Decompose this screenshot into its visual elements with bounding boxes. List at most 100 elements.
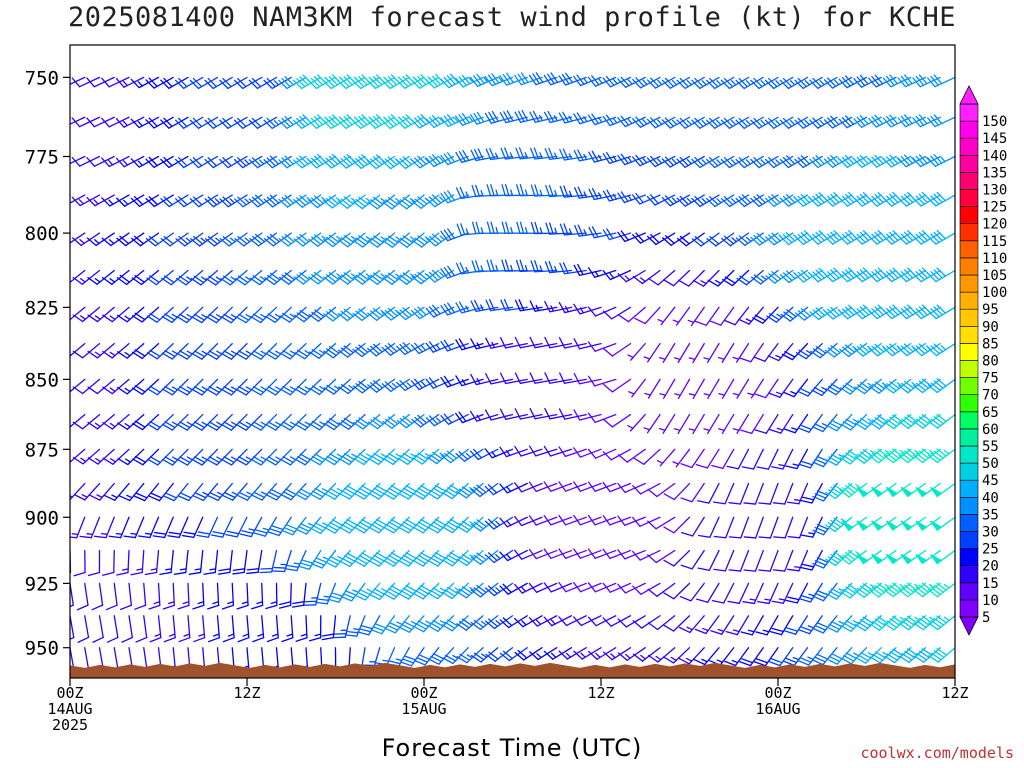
barb-flag [918, 650, 930, 659]
barb-half-flag [468, 116, 474, 123]
wind-barb [118, 482, 145, 502]
barb-shaft [578, 378, 602, 385]
wind-barb [499, 482, 528, 494]
barb-flag [281, 117, 291, 128]
wind-barb [728, 549, 750, 572]
barb-flag [519, 221, 525, 234]
barb-flag [814, 458, 827, 465]
barb-half-flag [804, 119, 811, 126]
barb-flag [548, 184, 554, 197]
barb-flag [812, 195, 822, 205]
barb-flag [475, 260, 481, 273]
wind-barb [323, 232, 351, 248]
wind-barb [658, 413, 676, 434]
barb-flag [101, 197, 111, 207]
barb-half-flag [94, 278, 101, 283]
barb-flag [340, 274, 352, 283]
barb-flag [633, 457, 645, 465]
barb-flag [723, 77, 734, 88]
barb-flag [340, 117, 350, 128]
barb-flag [794, 273, 805, 283]
barb-flag [248, 159, 259, 169]
barb-flag [238, 456, 250, 464]
barb-flag [323, 387, 335, 395]
barb-flag [263, 237, 274, 247]
wind-barb [680, 482, 705, 503]
barb-half-flag [273, 80, 280, 86]
barb-flag [458, 620, 470, 629]
wind-barb [897, 342, 927, 357]
wind-barb [587, 514, 617, 526]
barb-flag [443, 76, 453, 87]
barb-flag [344, 634, 358, 637]
barb-flag [161, 315, 173, 324]
barb-flag [680, 564, 693, 570]
barb-half-flag [353, 628, 361, 631]
barb-flag [381, 312, 392, 321]
barb-flag [250, 423, 262, 431]
barb-flag [859, 114, 869, 125]
wind-barb [587, 548, 617, 559]
barb-flag [930, 155, 940, 166]
barb-flag [602, 310, 613, 320]
barb-flag [221, 494, 234, 501]
barb-flag [830, 587, 843, 595]
barb-flag [192, 196, 203, 206]
barb-flag [440, 376, 449, 388]
barb-half-flag [716, 159, 722, 165]
barb-half-flag [491, 341, 496, 349]
barb-half-flag [579, 307, 585, 314]
wind-barb [544, 336, 573, 349]
barb-flag [918, 450, 930, 459]
barb-flag [632, 550, 641, 561]
barb-flag [207, 637, 220, 643]
barb-flag [884, 655, 896, 664]
wind-barb [587, 341, 617, 352]
wind-barb [309, 378, 337, 396]
barb-half-flag [702, 627, 709, 632]
barb-flag [246, 571, 259, 575]
barb-flag [816, 523, 829, 530]
barb-flag [469, 410, 478, 422]
barb-flag [328, 116, 339, 126]
barb-flag [543, 514, 552, 526]
wind-barb [222, 615, 235, 643]
barb-half-flag [583, 77, 588, 84]
wind-barb [232, 549, 248, 575]
barb-flag [149, 420, 161, 429]
barb-flag [903, 154, 914, 165]
barb-flag [178, 196, 188, 206]
wind-barb [148, 582, 161, 610]
barb-flag [299, 488, 312, 495]
barb-flag [605, 114, 615, 125]
barb-shaft [70, 647, 75, 671]
barb-flag [799, 657, 812, 663]
barb-flag [101, 157, 111, 168]
wind-barb [252, 615, 265, 643]
wind-barb [396, 269, 425, 285]
barb-flag [101, 117, 110, 128]
wind-barb [884, 647, 912, 664]
barb-flag [871, 76, 881, 86]
barb-flag [830, 553, 842, 562]
barb-flag [315, 557, 328, 563]
barb-flag [650, 194, 659, 205]
barb-flag [384, 627, 397, 634]
wind-barb [469, 111, 499, 125]
barb-half-flag [671, 197, 678, 203]
barb-flag [862, 583, 874, 592]
wind-barb [839, 378, 868, 395]
barb-half-flag [855, 551, 862, 556]
barb-shaft [550, 482, 573, 492]
y-tick-label: 925 [25, 573, 59, 595]
barb-flag [370, 523, 383, 531]
barb-flag [442, 526, 454, 534]
barb-half-flag [524, 189, 528, 197]
barb-flag [679, 117, 689, 128]
barb-flag [845, 586, 857, 594]
barb-flag [544, 300, 551, 313]
barb-flag [130, 118, 140, 129]
wind-barb [854, 615, 882, 632]
barb-flag [903, 306, 914, 316]
barb-shaft [655, 549, 676, 564]
